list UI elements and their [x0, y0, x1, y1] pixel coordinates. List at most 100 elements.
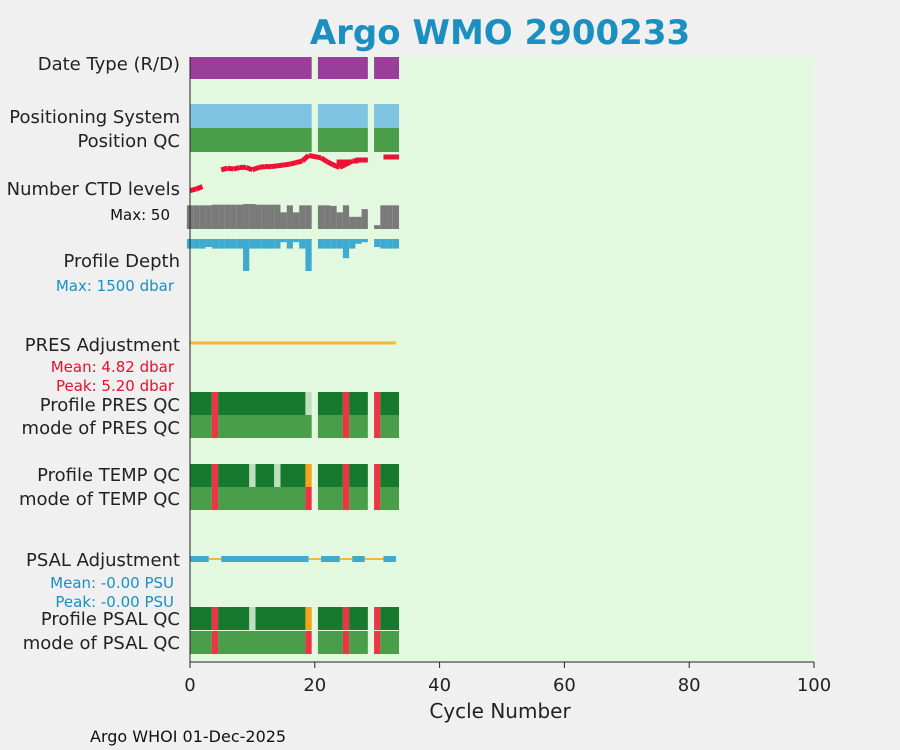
- ctd-levels-line: [258, 164, 266, 170]
- x-tick-label: 80: [678, 675, 701, 696]
- pres-adjustment-peak: Peak: 5.20 dbar: [56, 377, 175, 395]
- profile-depth-bar: [243, 239, 250, 271]
- mode-temp-qc-bar: [342, 487, 350, 510]
- profile-depth-bar: [374, 239, 381, 247]
- ctd-levels-line: [289, 160, 297, 167]
- ctd-levels-bar: [280, 212, 287, 229]
- ctd-levels-line: [227, 165, 234, 172]
- mode-psal-qc-bar: [342, 631, 350, 654]
- mode-pres-qc-bar: [190, 415, 212, 438]
- profile-depth-bar: [386, 239, 393, 249]
- profile-psal-qc-bar: [342, 607, 350, 630]
- ctd-levels-bar: [336, 212, 343, 229]
- label-profile-pres-qc: Profile PRES QC: [40, 395, 180, 416]
- profile-depth-bar: [380, 239, 387, 249]
- profile-temp-qc-bar: [255, 464, 275, 487]
- label-profile-temp-qc: Profile TEMP QC: [37, 465, 180, 486]
- profile-depth-bar: [199, 239, 206, 249]
- label-mode-temp-qc: mode of TEMP QC: [19, 489, 180, 510]
- ctd-levels-bar: [230, 204, 237, 229]
- profile-pres-qc-bar: [349, 392, 368, 415]
- date-type-bar: [317, 57, 368, 79]
- ctd-levels-line: [319, 155, 329, 164]
- ctd-levels-bar: [286, 205, 293, 229]
- ctd-levels-bar: [292, 212, 300, 229]
- x-tick-label: 60: [553, 675, 576, 696]
- ctd-levels-bar: [299, 205, 306, 229]
- profile-pres-qc-bar: [374, 392, 381, 415]
- profile-depth-bar: [249, 239, 256, 249]
- profile-depth-bar: [255, 239, 262, 249]
- ctd-levels-bar: [243, 204, 250, 229]
- profile-psal-qc-bar: [218, 607, 250, 630]
- profile-depth-bar: [292, 239, 300, 243]
- positioning-system-bar: [317, 104, 368, 128]
- date-type-bar: [190, 57, 312, 79]
- mode-psal-qc-bar: [374, 631, 381, 654]
- profile-depth-bar: [349, 239, 356, 249]
- ctd-levels-line: [308, 152, 322, 161]
- position-qc-bar: [317, 128, 368, 152]
- profile-depth-bar: [218, 239, 225, 249]
- profile-pres-qc-bar: [317, 392, 343, 415]
- profile-temp-qc-bar: [280, 464, 306, 487]
- label-mode-pres-qc: mode of PRES QC: [22, 418, 180, 439]
- x-tick-label: 40: [428, 675, 451, 696]
- ctd-levels-line: [233, 164, 241, 172]
- row-labels: Date Type (R/D) Positioning System Posit…: [7, 54, 180, 654]
- ctd-levels-bar: [211, 204, 219, 229]
- mode-pres-qc-bar: [317, 415, 343, 438]
- profile-depth-bar: [324, 239, 331, 249]
- profile-psal-qc-bar: [374, 607, 381, 630]
- mode-pres-qc-bar: [380, 415, 400, 438]
- ctd-levels-bar: [386, 205, 393, 229]
- ctd-levels-line: [326, 159, 335, 168]
- mode-pres-qc-bar: [211, 415, 219, 438]
- profile-psal-qc-bar: [317, 607, 343, 630]
- profile-psal-qc-bar: [211, 607, 219, 630]
- ctd-levels-bar: [199, 205, 206, 229]
- profile-psal-qc-bar: [349, 607, 368, 630]
- mode-temp-qc-bar: [374, 487, 381, 510]
- ctd-levels-bar: [392, 205, 400, 229]
- profile-psal-qc-bar: [305, 607, 312, 630]
- ctd-levels-line: [245, 165, 254, 173]
- profile-depth-bar: [286, 239, 293, 249]
- ctd-levels-bar: [236, 204, 244, 229]
- mode-temp-qc-bar: [317, 487, 343, 510]
- psal-adjustment-mean: Mean: -0.00 PSU: [50, 574, 174, 592]
- profile-pres-qc-bar: [190, 392, 212, 415]
- label-pres-adjustment: PRES Adjustment: [25, 335, 180, 356]
- profile-depth-bar: [261, 239, 268, 249]
- profile-depth-bar: [330, 239, 337, 249]
- ctd-levels-line: [251, 165, 260, 173]
- label-date-type: Date Type (R/D): [38, 54, 180, 75]
- profile-depth-bar: [193, 239, 200, 249]
- profile-psal-qc-bar: [190, 607, 212, 630]
- profile-depth-bar: [211, 239, 219, 249]
- x-tick-label: 0: [184, 675, 195, 696]
- x-axis-label: Cycle Number: [429, 699, 571, 723]
- mode-temp-qc-bar: [190, 487, 212, 510]
- profile-depth-bar: [342, 239, 350, 259]
- profile-depth-bar: [336, 239, 343, 249]
- ctd-levels-line: [332, 162, 341, 170]
- ctd-levels-bar: [374, 225, 381, 229]
- position-qc-bar: [190, 128, 312, 152]
- chart-title: Argo WMO 2900233: [310, 13, 690, 53]
- ctd-levels-bar: [261, 204, 268, 229]
- ctd-levels-bar: [342, 205, 350, 229]
- profile-pres-qc-bar: [380, 392, 400, 415]
- ctd-levels-bar: [268, 204, 275, 229]
- pres-adjustment-mean: Mean: 4.82 dbar: [51, 358, 175, 376]
- ctd-levels-line: [300, 153, 311, 163]
- ctd-levels-line: [295, 158, 303, 166]
- ctd-levels-max: Max: 50: [110, 206, 170, 224]
- profile-depth-bar: [305, 239, 312, 271]
- ctd-levels-bar: [355, 216, 362, 229]
- ctd-levels-bar: [380, 205, 387, 229]
- mode-temp-qc-bar: [218, 487, 306, 510]
- profile-depth-max: Max: 1500 dbar: [56, 277, 175, 295]
